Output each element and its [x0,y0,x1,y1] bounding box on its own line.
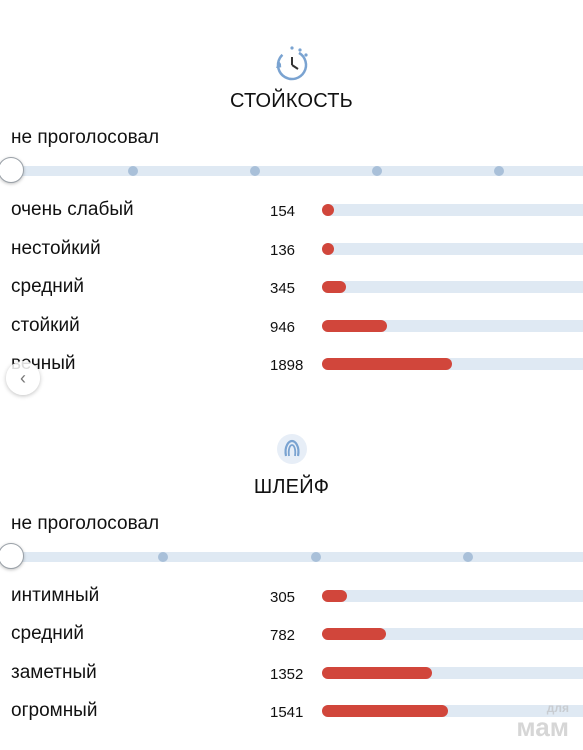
vote-result-row: средний 345 [0,273,583,303]
vote-bar-track [322,590,583,602]
vote-bar-track [322,281,583,293]
slider-track[interactable] [0,166,583,176]
chevron-left-icon: ‹ [20,367,26,388]
vote-bar-fill [322,358,453,370]
vote-bar-track [322,204,583,216]
vote-bar-fill [322,281,346,293]
slider-step-dot[interactable] [372,166,382,176]
slider-step-dot[interactable] [494,166,504,176]
vote-option-label: средний [11,276,85,297]
longevity-vote-slider[interactable] [0,157,583,185]
vote-count: 154 [270,203,296,220]
vote-count: 345 [270,280,296,297]
vote-option-label: огромный [11,699,98,721]
vote-option-label: очень слабый [11,199,134,220]
vote-bar-track [322,242,583,255]
watermark-line1: для [546,701,569,715]
vote-result-row: интимный 305 [0,582,583,612]
vote-bar-track [322,358,583,370]
carousel-prev-button[interactable]: ‹ [6,361,40,395]
longevity-title: СТОЙКОСТЬ [230,90,353,112]
vote-bar-track [322,319,583,332]
watermark-line2: мам [516,712,569,742]
vote-result-row: очень слабый 154 [0,196,583,226]
vote-bar-track [322,628,583,641]
vote-bar-track [322,704,583,717]
slider-step-dot[interactable] [158,552,168,562]
vote-bar-fill [322,204,334,216]
vote-result-row: стойкий 946 [0,312,583,342]
vote-result-row: средний 782 [0,620,583,650]
sillage-title: ШЛЕЙФ [253,476,330,498]
longevity-not-voted-label: не проголосовал [11,127,160,148]
vote-bar-fill [322,666,433,679]
vote-result-row: огромный 1541 [0,697,583,727]
vote-count: 946 [270,318,296,336]
vote-bar-track [322,666,583,679]
watermark-logo: для мам [516,702,569,740]
slider-step-dot[interactable] [311,552,321,562]
sillage-not-voted-label: не проголосовал [11,513,160,534]
vote-option-label: стойкий [11,314,80,336]
vote-bar-fill [322,242,334,255]
longevity-icon-wrap [0,44,583,84]
vote-count: 1898 [270,357,304,374]
sillage-vote-slider[interactable] [0,543,583,571]
slider-step-dot[interactable] [250,166,260,176]
slider-track[interactable] [0,552,583,562]
vote-result-row: заметный 1352 [0,659,583,689]
slider-step-dot[interactable] [128,166,138,176]
vote-count: 136 [270,241,296,259]
sillage-icon-wrap [0,432,583,466]
vote-bar-fill [322,590,347,602]
slider-knob[interactable] [0,157,24,183]
vote-count: 305 [270,589,296,606]
vote-bar-fill [322,704,448,717]
vote-result-row: вечный 1898 [0,350,583,380]
slider-knob[interactable] [0,543,24,569]
vote-option-label: интимный [11,585,100,606]
vote-count: 782 [270,627,296,645]
vote-option-label: нестойкий [11,237,101,259]
vote-count: 1352 [270,665,304,683]
vote-result-row: нестойкий 136 [0,235,583,265]
sillage-wave-icon [276,434,307,464]
slider-step-dot[interactable] [463,552,473,562]
vote-bar-fill [322,319,387,332]
vote-option-label: средний [11,623,85,645]
clock-timer-icon [275,46,308,81]
vote-count: 1541 [270,703,304,721]
vote-option-label: заметный [11,661,97,683]
vote-bar-fill [322,628,386,641]
